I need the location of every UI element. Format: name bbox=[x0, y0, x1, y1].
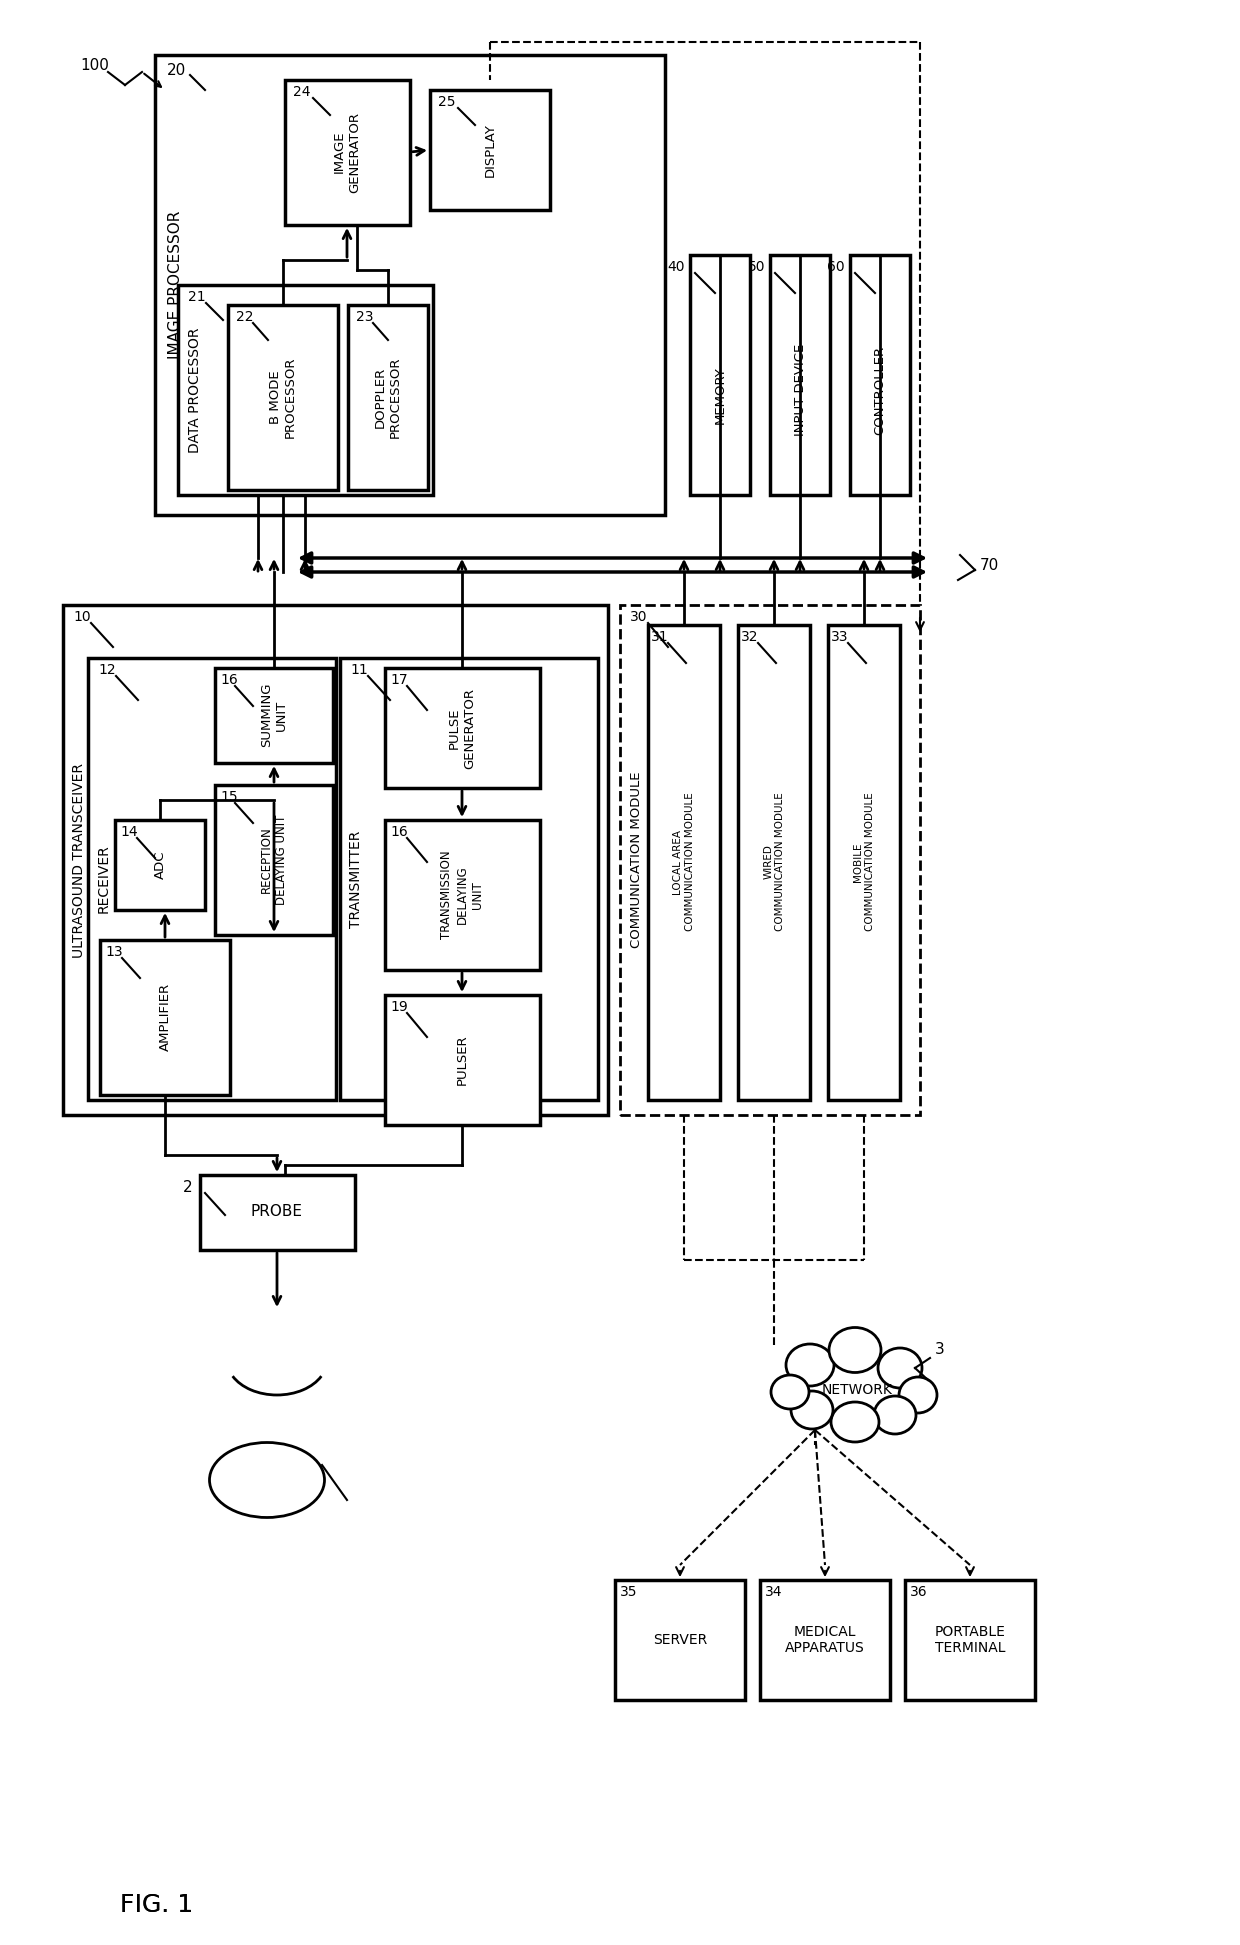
Text: SERVER: SERVER bbox=[653, 1634, 707, 1647]
Bar bbox=[905, 1579, 1035, 1700]
Text: COMMUNICATION MODULE: COMMUNICATION MODULE bbox=[630, 772, 642, 949]
Text: 31: 31 bbox=[651, 630, 668, 644]
Text: FIG. 1: FIG. 1 bbox=[120, 1892, 193, 1918]
Text: 23: 23 bbox=[356, 309, 373, 325]
Bar bbox=[200, 1175, 355, 1251]
Bar bbox=[649, 624, 720, 1101]
Bar bbox=[63, 605, 608, 1114]
Bar bbox=[689, 255, 750, 494]
Text: AMPLIFIER: AMPLIFIER bbox=[159, 982, 171, 1050]
Text: 15: 15 bbox=[219, 790, 238, 803]
Text: 17: 17 bbox=[391, 673, 408, 687]
Text: FIG. 1: FIG. 1 bbox=[120, 1892, 193, 1918]
Text: INPUT DEVICE: INPUT DEVICE bbox=[794, 344, 806, 436]
Ellipse shape bbox=[791, 1391, 833, 1430]
Bar bbox=[215, 786, 334, 936]
Bar bbox=[285, 80, 410, 226]
Text: 50: 50 bbox=[748, 261, 765, 274]
Text: NETWORK: NETWORK bbox=[822, 1383, 893, 1397]
Text: PULSER: PULSER bbox=[455, 1035, 469, 1085]
Text: ULTRASOUND TRANSCEIVER: ULTRASOUND TRANSCEIVER bbox=[72, 762, 86, 957]
Text: 36: 36 bbox=[910, 1585, 928, 1599]
Bar bbox=[430, 89, 551, 210]
Ellipse shape bbox=[878, 1348, 923, 1389]
Bar bbox=[828, 624, 900, 1101]
Bar bbox=[179, 286, 433, 494]
Text: MOBILE
COMMUNICATION MODULE: MOBILE COMMUNICATION MODULE bbox=[853, 794, 874, 932]
Text: 33: 33 bbox=[831, 630, 848, 644]
Text: 21: 21 bbox=[188, 290, 206, 303]
Text: MEMORY: MEMORY bbox=[713, 366, 727, 424]
Text: 16: 16 bbox=[219, 673, 238, 687]
Text: 2: 2 bbox=[182, 1179, 192, 1194]
Text: 100: 100 bbox=[81, 58, 109, 72]
Text: 14: 14 bbox=[120, 825, 138, 838]
Text: PULSE
GENERATOR: PULSE GENERATOR bbox=[448, 687, 476, 768]
Bar bbox=[620, 605, 920, 1114]
Bar bbox=[115, 821, 205, 910]
Ellipse shape bbox=[786, 1344, 835, 1387]
Text: RECEIVER: RECEIVER bbox=[97, 844, 112, 914]
Ellipse shape bbox=[210, 1443, 325, 1517]
Bar bbox=[738, 624, 810, 1101]
Bar bbox=[760, 1579, 890, 1700]
Bar bbox=[348, 305, 428, 490]
Text: 34: 34 bbox=[765, 1585, 782, 1599]
Text: RECEPTION
DELAYING UNIT: RECEPTION DELAYING UNIT bbox=[260, 815, 288, 904]
Text: MEDICAL
APPARATUS: MEDICAL APPARATUS bbox=[785, 1624, 864, 1655]
Text: 11: 11 bbox=[350, 663, 368, 677]
Bar bbox=[155, 54, 665, 515]
Text: 40: 40 bbox=[667, 261, 684, 274]
Ellipse shape bbox=[831, 1402, 879, 1441]
Bar bbox=[615, 1579, 745, 1700]
Text: 19: 19 bbox=[391, 1000, 408, 1013]
Text: LOCAL AREA
COMMUNICATION MODULE: LOCAL AREA COMMUNICATION MODULE bbox=[673, 794, 694, 932]
Bar bbox=[228, 305, 339, 490]
Text: PROBE: PROBE bbox=[250, 1204, 303, 1220]
Text: DISPLAY: DISPLAY bbox=[484, 123, 496, 177]
Text: 20: 20 bbox=[167, 62, 186, 78]
Text: IMAGE
GENERATOR: IMAGE GENERATOR bbox=[334, 111, 361, 193]
Text: PORTABLE
TERMINAL: PORTABLE TERMINAL bbox=[935, 1624, 1006, 1655]
Text: SUMMING
UNIT: SUMMING UNIT bbox=[260, 683, 288, 747]
Text: CONTROLLER: CONTROLLER bbox=[873, 346, 887, 434]
Bar bbox=[88, 657, 336, 1101]
Text: 10: 10 bbox=[73, 611, 91, 624]
Bar bbox=[770, 255, 830, 494]
Text: TRANSMITTER: TRANSMITTER bbox=[348, 831, 363, 928]
Text: 35: 35 bbox=[620, 1585, 637, 1599]
Bar bbox=[215, 667, 334, 762]
Text: 3: 3 bbox=[935, 1342, 945, 1358]
Text: B MODE
PROCESSOR: B MODE PROCESSOR bbox=[269, 356, 298, 438]
Text: ADC: ADC bbox=[154, 850, 166, 879]
Text: 30: 30 bbox=[630, 611, 647, 624]
Bar bbox=[384, 667, 539, 788]
Text: 22: 22 bbox=[236, 309, 253, 325]
Text: 24: 24 bbox=[293, 86, 310, 99]
Bar bbox=[384, 996, 539, 1124]
Text: 70: 70 bbox=[980, 558, 999, 572]
Text: 13: 13 bbox=[105, 945, 123, 959]
Ellipse shape bbox=[874, 1397, 916, 1433]
Text: 32: 32 bbox=[742, 630, 759, 644]
Text: 16: 16 bbox=[391, 825, 408, 838]
Text: IMAGE PROCESSOR: IMAGE PROCESSOR bbox=[167, 210, 182, 360]
Text: 60: 60 bbox=[827, 261, 844, 274]
Ellipse shape bbox=[899, 1377, 937, 1412]
Bar bbox=[340, 657, 598, 1101]
Text: 12: 12 bbox=[98, 663, 115, 677]
Ellipse shape bbox=[830, 1328, 880, 1373]
Text: 25: 25 bbox=[438, 95, 455, 109]
Text: DATA PROCESSOR: DATA PROCESSOR bbox=[188, 327, 202, 453]
Bar bbox=[849, 255, 910, 494]
Text: TRANSMISSION
DELAYING
UNIT: TRANSMISSION DELAYING UNIT bbox=[440, 850, 484, 939]
Bar bbox=[100, 939, 229, 1095]
Text: DOPPLER
PROCESSOR: DOPPLER PROCESSOR bbox=[374, 356, 402, 438]
Text: WIRED
COMMUNICATION MODULE: WIRED COMMUNICATION MODULE bbox=[763, 794, 785, 932]
Ellipse shape bbox=[771, 1375, 808, 1408]
Bar bbox=[384, 821, 539, 971]
